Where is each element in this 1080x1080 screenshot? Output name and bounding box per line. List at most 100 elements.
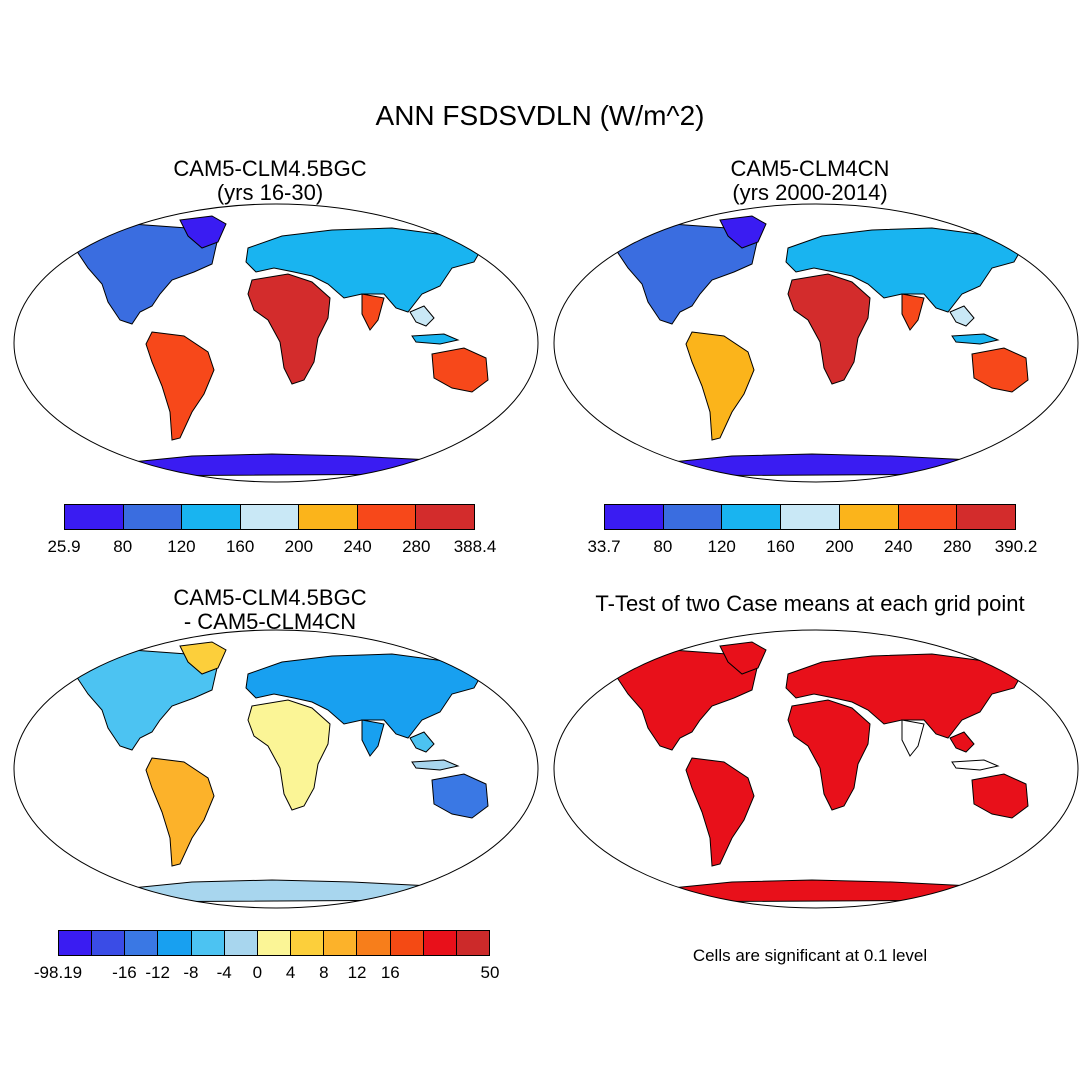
continent-greenland bbox=[179, 641, 227, 675]
colorbar-swatch bbox=[299, 505, 358, 529]
colorbar-swatch bbox=[423, 931, 457, 955]
continent-eurasia bbox=[785, 653, 1023, 739]
continent-indonesia bbox=[411, 333, 460, 345]
colorbar-tick-label: 80 bbox=[653, 537, 673, 556]
continent-southAmerica bbox=[145, 331, 215, 441]
colorbar-tick-label: 0 bbox=[252, 963, 263, 982]
colorbar-tick-label: 390.2 bbox=[994, 537, 1038, 556]
continent-greenland bbox=[719, 215, 767, 249]
continent-southAmerica bbox=[145, 757, 215, 867]
map-panel-4 bbox=[553, 629, 1079, 909]
colorbar-tick-label: 16 bbox=[380, 963, 400, 982]
colorbar-tick-label: 200 bbox=[284, 537, 314, 556]
colorbar-swatch bbox=[416, 505, 475, 529]
colorbar-swatch bbox=[123, 505, 183, 529]
colorbar-swatch bbox=[324, 931, 358, 955]
colorbar-tick-label: 12 bbox=[347, 963, 367, 982]
panel-2-title: CAM5-CLM4CN bbox=[730, 156, 890, 181]
map-border bbox=[553, 629, 1079, 909]
colorbar-panel-1 bbox=[64, 504, 475, 530]
colorbar-swatch bbox=[240, 505, 300, 529]
panel-4-title: T-Test of two Case means at each grid po… bbox=[595, 591, 1025, 616]
colorbar-tick-label: -16 bbox=[112, 963, 137, 982]
map-panel-2 bbox=[553, 203, 1079, 483]
continent-southAmerica bbox=[685, 757, 755, 867]
colorbar-swatch bbox=[722, 505, 782, 529]
colorbar-swatch bbox=[224, 931, 258, 955]
continent-antarctica bbox=[100, 879, 454, 903]
colorbar-swatch bbox=[357, 505, 417, 529]
colorbar-swatch bbox=[605, 505, 664, 529]
continent-southAmerica bbox=[685, 331, 755, 441]
continent-seAsia bbox=[409, 731, 435, 753]
colorbar-swatch bbox=[781, 505, 840, 529]
colorbar-tick-label: 50 bbox=[480, 963, 500, 982]
colorbar-swatch bbox=[839, 505, 899, 529]
panel-3-subtitle: - CAM5-CLM4CN bbox=[183, 609, 357, 634]
continent-australia bbox=[431, 347, 489, 393]
colorbar-swatch bbox=[257, 931, 292, 955]
colorbar-swatch bbox=[957, 505, 1016, 529]
colorbar-swatch bbox=[390, 931, 424, 955]
colorbar-tick-label: 33.7 bbox=[587, 537, 621, 556]
continent-africa bbox=[247, 699, 331, 811]
figure-title: ANN FSDSVDLN (W/m^2) bbox=[375, 100, 705, 131]
colorbar-tick-label: 8 bbox=[319, 963, 329, 982]
map-panel-3 bbox=[13, 629, 539, 909]
colorbar-swatch bbox=[92, 931, 126, 955]
colorbar-tick-label: 388.4 bbox=[453, 537, 497, 556]
colorbar-swatch bbox=[456, 931, 490, 955]
colorbar-tick-label: -8 bbox=[183, 963, 199, 982]
continent-greenland bbox=[179, 215, 227, 249]
colorbar-tick-label: 280 bbox=[402, 537, 431, 556]
colorbar-swatch bbox=[59, 931, 93, 955]
colorbar-tick-label: 160 bbox=[225, 537, 255, 556]
colorbar-panel-3 bbox=[58, 930, 490, 956]
panel-3-title: CAM5-CLM4.5BGC bbox=[173, 585, 367, 610]
continent-antarctica bbox=[640, 879, 994, 903]
colorbar-tick-label: 200 bbox=[825, 537, 854, 556]
map-panel-1 bbox=[13, 203, 539, 483]
continent-antarctica bbox=[100, 453, 454, 477]
panel-1-title: CAM5-CLM4.5BGC bbox=[173, 156, 367, 181]
colorbar-swatch bbox=[191, 931, 225, 955]
continent-seAsia bbox=[409, 305, 435, 327]
colorbar-tick-label: 4 bbox=[285, 963, 296, 982]
map-border bbox=[13, 629, 539, 909]
continent-india bbox=[901, 293, 925, 331]
continent-antarctica bbox=[640, 453, 994, 477]
colorbar-tick-label: 120 bbox=[707, 537, 736, 556]
continent-eurasia bbox=[785, 227, 1023, 313]
colorbar-tick-label: 120 bbox=[167, 537, 196, 556]
panel-2-subtitle: (yrs 2000-2014) bbox=[732, 180, 888, 205]
continent-seAsia bbox=[949, 731, 975, 753]
map-border bbox=[553, 203, 1079, 483]
continent-eurasia bbox=[245, 227, 483, 313]
colorbar-tick-label: 240 bbox=[343, 537, 372, 556]
continent-africa bbox=[247, 273, 331, 385]
map-border bbox=[13, 203, 539, 483]
continent-africa bbox=[787, 699, 871, 811]
colorbar-panel-2 bbox=[604, 504, 1016, 530]
colorbar-swatch bbox=[158, 931, 192, 955]
continent-indonesia bbox=[411, 759, 460, 771]
continent-india bbox=[901, 719, 925, 757]
colorbar-tick-label: -4 bbox=[216, 963, 232, 982]
colorbar-tick-label: 280 bbox=[942, 537, 972, 556]
continent-africa bbox=[787, 273, 871, 385]
continent-india bbox=[361, 293, 385, 331]
colorbar-tick-label: 25.9 bbox=[47, 537, 81, 556]
colorbar-tick-label: 80 bbox=[113, 537, 133, 556]
colorbar-tick-label: -12 bbox=[145, 963, 170, 982]
continent-indonesia bbox=[951, 333, 1000, 345]
colorbar-tick-label: -98.19 bbox=[33, 963, 83, 982]
continent-seAsia bbox=[949, 305, 975, 327]
colorbar-swatch bbox=[125, 931, 159, 955]
colorbar-swatch bbox=[65, 505, 124, 529]
colorbar-swatch bbox=[663, 505, 723, 529]
significance-note: Cells are significant at 0.1 level bbox=[692, 946, 928, 965]
colorbar-swatch bbox=[291, 931, 325, 955]
colorbar-tick-label: 240 bbox=[884, 537, 913, 556]
panel-1-subtitle: (yrs 16-30) bbox=[216, 180, 324, 205]
colorbar-swatch bbox=[357, 931, 391, 955]
